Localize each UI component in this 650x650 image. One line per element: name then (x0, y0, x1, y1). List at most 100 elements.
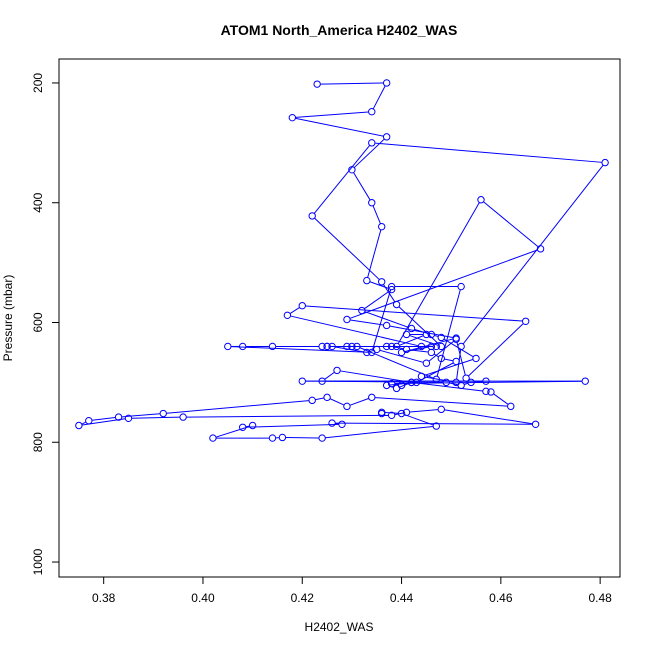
data-point (437, 405, 445, 414)
series-segment (379, 349, 424, 363)
series-segment (428, 340, 454, 362)
series-segment (364, 291, 390, 309)
data-point (288, 113, 297, 122)
data-point (457, 381, 465, 390)
data-point (318, 377, 326, 385)
data-point (179, 413, 187, 421)
data-point (467, 378, 475, 387)
series-points (75, 79, 609, 442)
data-point (387, 282, 396, 291)
data-point (353, 342, 361, 351)
data-point (437, 342, 445, 351)
series-segment (385, 412, 399, 414)
series-segment (245, 425, 250, 428)
data-point (124, 414, 133, 423)
data-point (368, 348, 376, 357)
series-segment (414, 382, 483, 392)
series-segment (131, 416, 180, 419)
series-segment (409, 409, 438, 413)
data-point (477, 196, 485, 204)
data-point (368, 199, 376, 207)
data-point (377, 409, 386, 418)
data-point (482, 377, 490, 385)
y-axis: 200 400 600 800 1000 (31, 73, 59, 575)
data-point (417, 342, 426, 351)
data-point (238, 423, 247, 431)
y-axis-label: Pressure (mbar) (1, 275, 15, 362)
data-point (432, 375, 441, 384)
data-point (402, 345, 411, 354)
data-point (348, 166, 356, 174)
series-segment (419, 362, 454, 382)
chart-title: ATOM1 North_America H2402_WAS (221, 22, 458, 38)
data-point (397, 381, 406, 390)
data-point (432, 422, 441, 430)
data-point (382, 321, 391, 330)
y-tick-label: 200 (31, 73, 45, 93)
data-point (452, 357, 460, 366)
data-point (507, 402, 515, 411)
series-segment (324, 371, 335, 380)
series-segment (349, 249, 538, 319)
data-point (238, 342, 247, 351)
series-segment (367, 229, 382, 278)
data-point (298, 302, 306, 310)
series-segment (404, 382, 409, 385)
series-segment (444, 358, 453, 362)
x-axis-label: H2402_WAS (305, 620, 374, 634)
data-point (159, 409, 167, 418)
data-point (382, 381, 391, 390)
data-point (531, 420, 540, 428)
series-segment (349, 398, 369, 406)
data-point (268, 434, 277, 442)
x-tick-label: 0.46 (489, 591, 513, 605)
data-point (422, 330, 431, 339)
series-segment (375, 142, 602, 163)
data-point (601, 158, 609, 167)
data-point (482, 387, 490, 396)
series-segment (409, 349, 429, 353)
series-segment (433, 353, 439, 358)
series-segment (364, 311, 409, 328)
data-point (313, 80, 321, 88)
x-tick-label: 0.38 (92, 591, 116, 605)
series-segment (92, 417, 116, 421)
data-point (442, 378, 450, 387)
series-segment (186, 414, 389, 418)
data-point (323, 342, 331, 351)
data-point (412, 378, 421, 387)
data-point (248, 421, 257, 430)
series-segment (350, 319, 384, 326)
series-segment (329, 398, 345, 406)
series-segment (394, 412, 404, 416)
data-point (298, 377, 306, 385)
series-segment (246, 423, 339, 428)
data-point (472, 354, 480, 363)
series-segment (315, 397, 324, 401)
data-point (452, 335, 460, 343)
data-point (343, 315, 351, 324)
data-point (387, 285, 396, 294)
data-point (382, 133, 391, 141)
series-segment (340, 370, 409, 383)
x-tick-label: 0.44 (390, 591, 414, 605)
series-segment (395, 380, 582, 385)
data-point (363, 348, 371, 357)
series-segment (314, 217, 380, 280)
data-point (417, 372, 426, 381)
series-segment (468, 323, 524, 377)
series-segment (394, 383, 399, 386)
series-segment (372, 289, 392, 350)
data-point (318, 342, 326, 351)
data-point (407, 378, 416, 387)
series-segment (424, 359, 473, 376)
series-segment (372, 85, 386, 109)
data-point (308, 212, 316, 220)
data-point (392, 342, 401, 351)
series-segment (444, 409, 533, 425)
data-point (457, 342, 465, 351)
series-segment (290, 315, 419, 347)
data-point (392, 300, 401, 309)
data-point (328, 342, 336, 351)
